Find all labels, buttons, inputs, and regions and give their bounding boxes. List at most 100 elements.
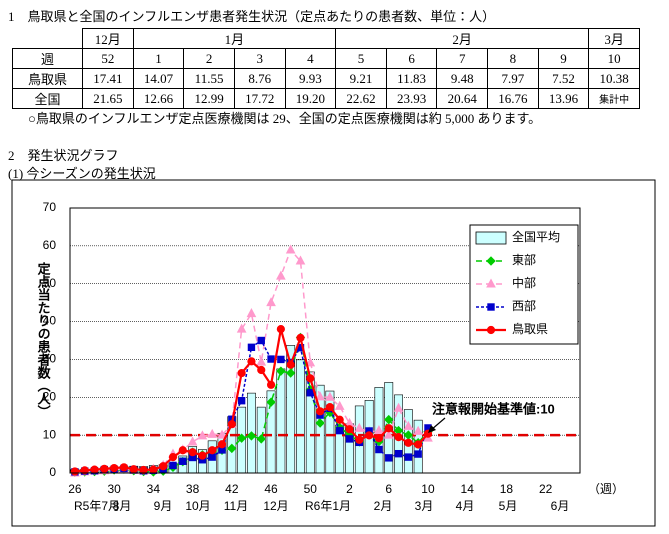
- table-body: 12月 1月 2月 3月 週 52 1 2 3 4 5 6 7 8 9 10 鳥取県 17.41 14.07…: [12, 28, 640, 109]
- marker: [413, 425, 424, 435]
- marker: [179, 457, 187, 465]
- data-table: 12月 1月 2月 3月 週 52 1 2 3 4 5 6 7 8 9 10 鳥取県 17.41 14.07…: [12, 28, 640, 109]
- marker: [159, 462, 168, 471]
- marker: [385, 454, 393, 462]
- marker: [217, 429, 227, 439]
- marker: [403, 420, 414, 430]
- marker: [394, 433, 403, 442]
- marker: [207, 428, 218, 438]
- x-tick-label: 22: [539, 482, 553, 496]
- marker: [375, 445, 383, 454]
- marker: [345, 425, 354, 434]
- table-cell: 13.96: [537, 88, 590, 109]
- table-row: 週 52 1 2 3 4 5 6 7 8 9 10: [12, 48, 640, 69]
- x-month-label: 10月: [185, 499, 210, 513]
- marker: [247, 343, 256, 352]
- marker: [394, 449, 403, 458]
- legend-label: 鳥取県: [512, 321, 548, 336]
- marker: [256, 356, 267, 366]
- bar: [276, 368, 286, 474]
- marker: [149, 465, 158, 474]
- marker: [383, 429, 394, 439]
- table-cell: 22.62: [335, 88, 387, 109]
- marker: [246, 431, 257, 441]
- table-cell: 19.20: [284, 88, 337, 109]
- marker: [315, 391, 325, 401]
- legend-marker: [486, 325, 496, 335]
- marker: [404, 453, 413, 461]
- marker: [315, 407, 325, 416]
- month-cell: 2月: [335, 28, 590, 49]
- legend-label: 全国平均: [512, 230, 560, 244]
- y-axis-label: 定点当たりの患者数（人）: [36, 261, 52, 418]
- annotation: 注意報開始基準値:10: [432, 401, 555, 416]
- legend-label: 西部: [512, 299, 536, 313]
- table-row: 鳥取県 17.41 14.07 11.55 8.76 9.93 9.21 11.83 9.48 7…: [12, 68, 640, 89]
- marker: [354, 422, 365, 432]
- marker: [257, 336, 265, 345]
- marker: [247, 357, 256, 366]
- marker: [208, 453, 216, 461]
- marker: [404, 438, 413, 447]
- x-tick-label: 6: [385, 482, 392, 496]
- marker: [336, 426, 344, 435]
- marker: [384, 424, 393, 433]
- marker: [393, 402, 404, 412]
- x-month-label: R5年7月: [74, 499, 120, 513]
- marker: [80, 466, 89, 475]
- marker: [276, 270, 286, 280]
- marker: [70, 467, 80, 476]
- x-tick-label: 30: [107, 482, 121, 496]
- marker: [315, 418, 325, 428]
- legend-label: 東部: [512, 253, 536, 267]
- legend-marker: [486, 278, 496, 288]
- x-month-label: 4月: [456, 499, 475, 513]
- x-tick-label: 42: [225, 482, 239, 496]
- y-tick-label: 70: [43, 200, 57, 214]
- x-tick-label: 46: [264, 482, 278, 496]
- legend-label: 中部: [512, 275, 536, 290]
- marker: [227, 443, 237, 454]
- marker: [414, 450, 422, 458]
- x-month-label: 12月: [263, 499, 288, 513]
- marker: [305, 357, 316, 367]
- marker: [129, 465, 138, 474]
- x-tick-label: 2: [346, 482, 353, 496]
- marker: [266, 397, 276, 407]
- x-month-label: R6年1月: [305, 499, 351, 513]
- table-cell: 10.38: [588, 68, 640, 89]
- marker: [325, 402, 335, 412]
- marker: [178, 446, 187, 455]
- marker: [217, 440, 227, 449]
- marker: [187, 436, 198, 446]
- marker: [384, 414, 394, 425]
- legend-swatch: [475, 231, 507, 245]
- x-tick-label: 50: [304, 482, 318, 496]
- marker: [267, 355, 275, 363]
- x-tick-label: 26: [68, 482, 82, 496]
- y-tick-label: 30: [43, 352, 57, 366]
- marker: [414, 440, 423, 449]
- annotation-arrowhead: [428, 425, 436, 433]
- marker: [100, 464, 109, 473]
- marker: [256, 434, 266, 444]
- row-header: 週: [12, 48, 83, 69]
- marker: [266, 380, 276, 389]
- chart-frame: [11, 179, 656, 527]
- x-month-label: 11月: [224, 499, 248, 513]
- marker: [227, 420, 236, 429]
- legend-marker: [486, 256, 496, 266]
- y-tick-label: 50: [43, 276, 57, 290]
- y-tick-label: 0: [49, 465, 56, 479]
- marker: [306, 374, 315, 383]
- x-month-label: 9月: [154, 499, 173, 513]
- y-tick-label: 60: [43, 238, 57, 252]
- table-cell: 11.55: [183, 68, 235, 89]
- marker: [236, 323, 247, 333]
- y-tick-label: 40: [43, 314, 57, 328]
- y-tick-label: 20: [43, 389, 57, 403]
- table-cell: 21.65: [82, 88, 134, 109]
- row-header: 全国: [12, 88, 83, 109]
- x-month-label: 3月: [415, 499, 434, 513]
